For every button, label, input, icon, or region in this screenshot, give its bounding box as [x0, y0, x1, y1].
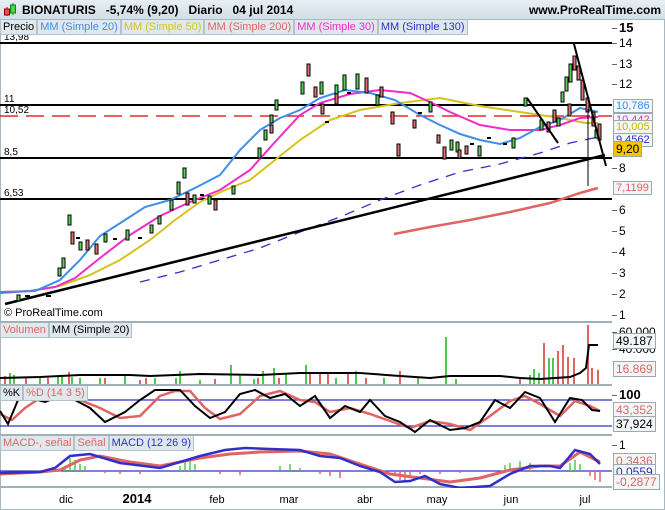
tick-6: 6 [612, 203, 626, 217]
level-label-10-52: 10,52 [4, 105, 30, 116]
price-plot [0, 42, 612, 306]
value-volume-mm20: 49.187 [613, 333, 656, 349]
price-legend: Precio MM (Simple 20) MM (Simple 50) MM … [0, 20, 468, 35]
legend-mm20[interactable]: MM (Simple 20) [37, 20, 121, 35]
value-last-price: 9,20 [613, 141, 643, 157]
legend-macd[interactable]: MACD (12 26 9) [108, 436, 195, 451]
legend-k[interactable]: %K [0, 386, 24, 401]
tick-100: 100 [612, 387, 641, 402]
x-label-dic: dic [58, 494, 74, 506]
macd-plot [0, 446, 612, 488]
site-link[interactable]: www.ProRealTime.com [528, 3, 661, 17]
legend-macd-hist[interactable]: MACD-, señal [0, 436, 75, 451]
tick-8: 8 [612, 161, 626, 175]
level-label-11: 11 [4, 94, 15, 105]
value-k: 37,924 [613, 416, 656, 432]
stochastic-plot [0, 388, 612, 434]
macd-axis: 1 [612, 436, 665, 488]
tick-15: 15 [612, 20, 633, 35]
tick-1: 1 [612, 308, 626, 322]
macd-panel[interactable]: MACD-, señal Señal MACD (12 26 9) [0, 436, 612, 488]
volume-legend: Volumen MM (Simple 20) [0, 323, 133, 338]
tick-3: 3 [612, 266, 626, 280]
x-label-2014: 2014 [122, 491, 152, 506]
level-label-13-98: 13,98 [4, 32, 30, 43]
value-volume: 16.869 [613, 361, 656, 377]
legend-d[interactable]: %D (14 3 5) [23, 386, 88, 401]
volume-panel[interactable]: Volumen MM (Simple 20) [0, 323, 612, 386]
legend-mm200[interactable]: MM (Simple 200) [204, 20, 295, 35]
x-label-abr: abr [357, 494, 373, 506]
value-macd-hist: -0,2877 [613, 474, 660, 490]
tick-5: 5 [612, 224, 626, 238]
legend-mm50[interactable]: MM (Simple 50) [120, 20, 205, 35]
legend-mm30[interactable]: MM (Simple 30) [294, 20, 378, 35]
candles [16, 55, 602, 302]
legend-signal[interactable]: Señal [74, 436, 109, 451]
legend-price[interactable]: Precio [0, 20, 38, 35]
x-label-jun: jun [503, 494, 519, 506]
chart-title: BIONATURIS -5,74% (9,20) Diario 04 jul 2… [22, 3, 294, 17]
value-mm200: 7,1199 [613, 181, 652, 195]
value-mm50: 10,005 [613, 120, 653, 134]
level-label-6-53: 6,53 [4, 188, 24, 199]
x-label-feb: feb [209, 494, 225, 506]
level-label-8-5: 8,5 [4, 147, 18, 158]
tick-2: 2 [612, 287, 626, 301]
value-mm20: 10,786 [613, 99, 653, 113]
legend-mm130[interactable]: MM (Simple 130) [377, 20, 468, 35]
tick-4: 4 [612, 245, 626, 259]
x-label-jul: jul [579, 494, 591, 506]
price-panel[interactable]: Precio MM (Simple 20) MM (Simple 50) MM … [0, 20, 612, 323]
stochastic-legend: %K %D (14 3 5) [0, 386, 88, 401]
tick-12: 12 [612, 77, 632, 91]
tick-14: 14 [612, 36, 632, 50]
tick-1-macd: 1 [612, 438, 626, 452]
x-label-mar: mar [279, 494, 299, 506]
tick-13: 13 [612, 57, 632, 71]
legend-volume-mm20[interactable]: MM (Simple 20) [48, 323, 133, 338]
x-axis: dic 2014 feb mar abr may jun jul [0, 488, 612, 510]
volume-plot [0, 325, 599, 384]
price-axis: 15 14 13 12 8 6 5 4 3 2 1 [612, 20, 665, 323]
stochastic-axis: 100 [612, 386, 665, 436]
macd-legend: MACD-, señal Señal MACD (12 26 9) [0, 436, 195, 451]
value-d: 43,352 [613, 402, 656, 418]
stochastic-panel[interactable]: %K %D (14 3 5) [0, 386, 612, 436]
x-label-may: may [426, 494, 448, 506]
legend-volume[interactable]: Volumen [0, 323, 49, 338]
candlestick-logo-icon [4, 3, 16, 16]
title-bar: BIONATURIS -5,74% (9,20) Diario 04 jul 2… [0, 0, 665, 20]
copyright-label: © ProRealTime.com [4, 307, 103, 319]
